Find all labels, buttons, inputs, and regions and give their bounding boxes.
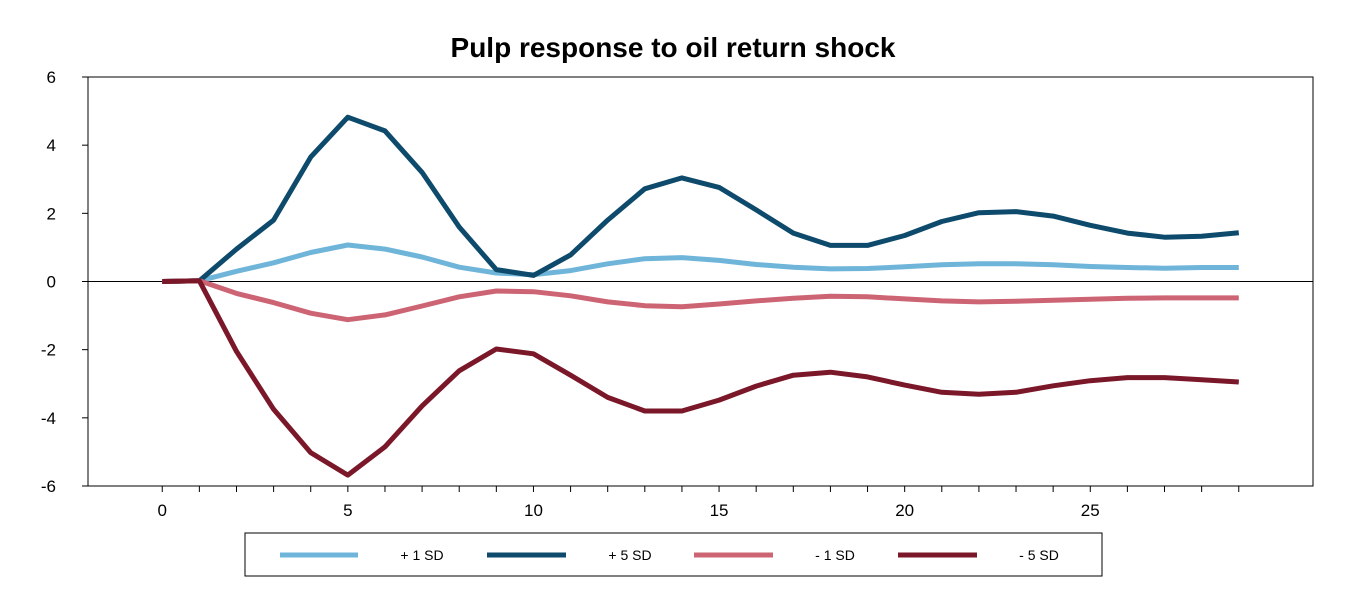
chart-title: Pulp response to oil return shock xyxy=(451,32,896,63)
x-tick-label: 20 xyxy=(895,501,914,520)
x-tick-label: 25 xyxy=(1081,501,1100,520)
series-line-3 xyxy=(162,278,1239,323)
x-axis: 0 5 10 15 20 25 xyxy=(158,486,1240,520)
y-tick-label: 0 xyxy=(47,273,56,292)
y-tick-label: -6 xyxy=(41,477,56,496)
legend-box xyxy=(244,532,1103,577)
y-tick-label: 4 xyxy=(47,136,56,155)
legend-label-1: + 1 SD xyxy=(400,547,443,563)
legend-label-3: - 1 SD xyxy=(815,547,855,563)
legend-label-4: - 5 SD xyxy=(1019,547,1059,563)
y-axis: -6 -4 -2 0 2 4 6 xyxy=(41,68,88,496)
y-tick-label: -2 xyxy=(41,341,56,360)
x-tick-label: 10 xyxy=(524,501,543,520)
y-tick-label: -4 xyxy=(41,409,56,428)
series-line-2 xyxy=(162,114,1240,284)
series-line-1 xyxy=(162,242,1239,284)
series-line-4 xyxy=(162,278,1239,478)
x-tick-label: 15 xyxy=(710,501,729,520)
x-tick-label: 0 xyxy=(158,501,167,520)
y-tick-label: 6 xyxy=(47,68,56,87)
legend: + 1 SD + 5 SD - 1 SD - 5 SD xyxy=(280,547,1059,563)
y-tick-label: 2 xyxy=(47,204,56,223)
legend-label-2: + 5 SD xyxy=(608,547,651,563)
x-tick-label: 5 xyxy=(343,501,352,520)
series-lines xyxy=(162,114,1240,478)
